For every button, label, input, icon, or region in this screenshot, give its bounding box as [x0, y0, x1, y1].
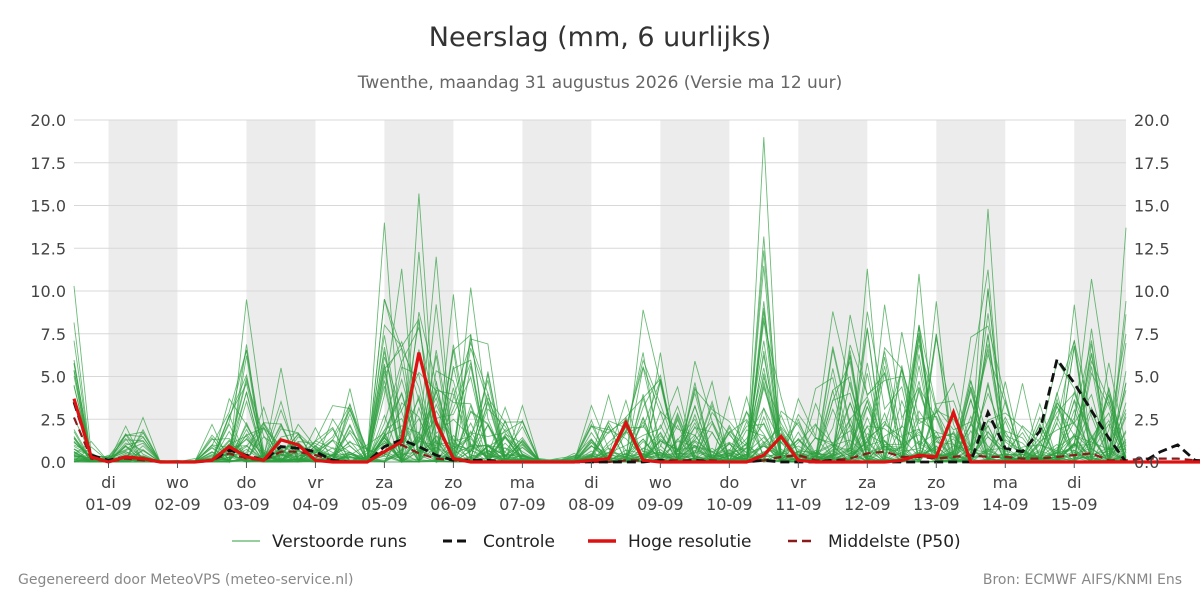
legend-label-ensemble: Verstoorde runs [272, 532, 407, 552]
y-tick-label-left: 12.5 [30, 239, 66, 258]
y-tick-label-right: 2.5 [1134, 410, 1159, 429]
x-tick-day: za [375, 473, 393, 492]
y-tick-label-left: 20.0 [30, 111, 66, 130]
y-tick-label-left: 2.5 [41, 410, 66, 429]
x-tick-day: vr [790, 473, 806, 492]
x-tick-date: 04-09 [292, 495, 339, 514]
y-tick-label-right: 15.0 [1134, 197, 1170, 216]
x-tick-date: 02-09 [154, 495, 201, 514]
x-tick-date: 11-09 [775, 495, 822, 514]
chart-title: Neerslag (mm, 6 uurlijks) [428, 22, 772, 53]
x-tick-day: za [858, 473, 876, 492]
y-tick-label-left: 0.0 [41, 453, 66, 472]
y-tick-label-left: 5.0 [41, 368, 66, 387]
y-tick-label-right: 10.0 [1134, 282, 1170, 301]
p50-line [72, 417, 1200, 464]
y-tick-label-right: 17.5 [1134, 154, 1170, 173]
y-tick-label-left: 15.0 [30, 197, 66, 216]
x-tick-day: wo [649, 473, 672, 492]
x-tick-day: vr [307, 473, 323, 492]
footer-source: Bron: ECMWF AIFS/KNMI Ens [982, 572, 1182, 588]
ensemble-member-line [73, 349, 1127, 463]
x-tick-day: ma [510, 473, 535, 492]
x-tick-date: 03-09 [223, 495, 270, 514]
y-tick-label-right: 7.5 [1134, 325, 1159, 344]
x-tick-date: 01-09 [85, 495, 132, 514]
y-tick-label-right: 0.0 [1134, 453, 1159, 472]
x-tick-date: 14-09 [982, 495, 1029, 514]
x-tick-day: zo [927, 473, 945, 492]
x-tick-day: wo [166, 473, 189, 492]
y-tick-label-left: 17.5 [30, 154, 66, 173]
high-resolution-line [72, 352, 1200, 464]
x-tick-date: 12-09 [844, 495, 891, 514]
y-tick-label-right: 5.0 [1134, 368, 1159, 387]
footer-credit: Gegenereerd door MeteoVPS (meteo-service… [18, 572, 354, 588]
x-tick-date: 13-09 [913, 495, 960, 514]
x-tick-day: do [719, 473, 739, 492]
legend-label-highres: Hoge resolutie [628, 532, 752, 552]
x-tick-date: 06-09 [430, 495, 477, 514]
x-tick-day: ma [993, 473, 1018, 492]
chart-subtitle: Twenthe, maandag 31 augustus 2026 (Versi… [357, 73, 843, 93]
x-tick-day: di [584, 473, 599, 492]
x-tick-day: do [236, 473, 256, 492]
x-tick-day: zo [444, 473, 462, 492]
x-tick-date: 05-09 [361, 495, 408, 514]
y-tick-label-right: 20.0 [1134, 111, 1170, 130]
y-tick-label-left: 10.0 [30, 282, 66, 301]
x-tick-day: di [101, 473, 116, 492]
x-tick-date: 09-09 [637, 495, 684, 514]
x-tick-date: 08-09 [568, 495, 615, 514]
legend-label-p50: Middelste (P50) [828, 532, 961, 552]
y-tick-label-left: 7.5 [41, 325, 66, 344]
legend-label-control: Controle [483, 532, 555, 552]
y-tick-label-right: 12.5 [1134, 239, 1170, 258]
x-tick-date: 10-09 [706, 495, 753, 514]
x-tick-date: 07-09 [499, 495, 546, 514]
x-tick-date: 15-09 [1051, 495, 1098, 514]
x-tick-day: di [1067, 473, 1082, 492]
